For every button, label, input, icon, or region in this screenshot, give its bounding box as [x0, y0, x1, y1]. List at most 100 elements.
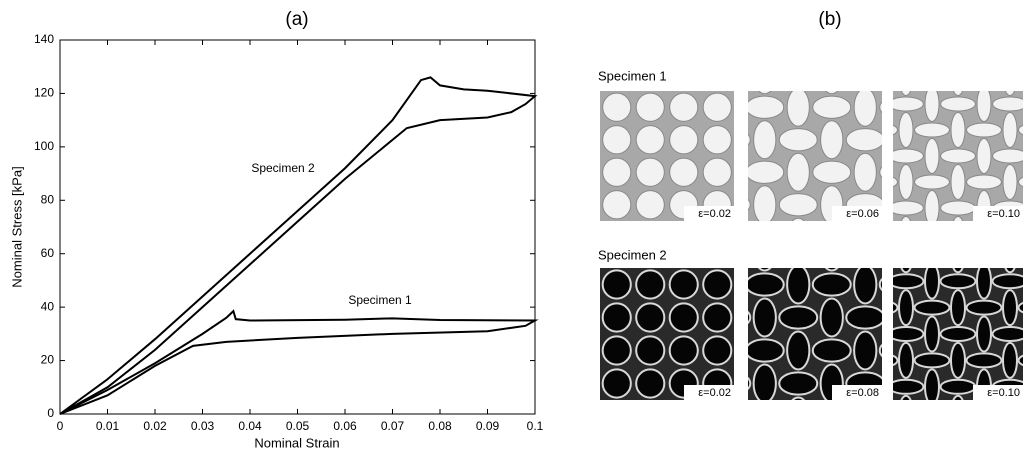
hole: [748, 133, 751, 146]
hole: [965, 352, 1003, 369]
hole: [635, 190, 665, 220]
hole: [779, 64, 817, 86]
hole: [737, 402, 765, 430]
hole: [893, 124, 898, 136]
hole: [879, 101, 882, 114]
hole: [737, 237, 765, 265]
hole: [967, 248, 1002, 262]
hole: [846, 240, 884, 262]
hole: [812, 160, 852, 184]
hole: [924, 190, 940, 221]
hole: [1019, 71, 1023, 85]
caption-bg: [684, 206, 734, 221]
hole: [602, 190, 632, 220]
chart-title: (a): [285, 9, 308, 30]
hole: [1017, 354, 1023, 367]
hole: [569, 369, 597, 397]
specimen-image: [893, 248, 1023, 400]
hole: [967, 227, 1002, 241]
hole: [967, 71, 1002, 85]
hole: [569, 270, 597, 298]
strain-caption: ε=0.08: [846, 387, 879, 399]
hole: [992, 96, 1023, 112]
strain-caption: ε=0.10: [987, 387, 1020, 399]
hole: [569, 93, 597, 121]
hole: [702, 125, 732, 155]
y-tick-label: 0: [47, 406, 54, 420]
hole: [878, 277, 882, 292]
hole: [913, 299, 951, 316]
hole: [748, 272, 785, 297]
hole: [712, 240, 750, 262]
hole: [753, 120, 777, 160]
hole: [863, 71, 898, 85]
hole: [893, 273, 925, 290]
hole: [703, 402, 731, 430]
hole: [976, 268, 992, 300]
specimen-image: [720, 64, 918, 256]
x-axis-label: Nominal Strain: [254, 435, 339, 450]
hole: [939, 378, 977, 395]
hole: [703, 61, 731, 89]
hole: [940, 96, 976, 112]
hole: [900, 268, 912, 274]
hole: [924, 138, 940, 174]
hole: [880, 226, 918, 248]
hole: [888, 233, 910, 271]
hole: [569, 158, 597, 186]
hole: [1002, 164, 1018, 200]
hole: [991, 273, 1023, 290]
hole: [602, 125, 632, 155]
y-tick-label: 60: [41, 246, 55, 260]
panel-title: (b): [818, 9, 841, 30]
x-tick-label: 0.02: [143, 419, 167, 433]
hole: [748, 160, 785, 184]
hole: [670, 223, 698, 251]
hole: [569, 61, 597, 89]
hole: [1002, 112, 1018, 148]
hole: [569, 191, 597, 219]
hole: [924, 91, 940, 122]
hole: [900, 394, 912, 400]
hole: [853, 152, 877, 192]
hole: [635, 92, 665, 122]
x-tick-label: 0.06: [333, 419, 357, 433]
hole: [976, 91, 992, 122]
x-tick-label: 0.03: [191, 419, 215, 433]
hole: [992, 148, 1023, 164]
row-label: Specimen 1: [598, 68, 667, 83]
hole: [702, 335, 733, 366]
hole: [670, 61, 698, 89]
hole: [893, 96, 924, 112]
x-tick-label: 0.1: [527, 419, 544, 433]
hole: [893, 354, 899, 367]
hole: [939, 273, 977, 290]
hole: [720, 218, 742, 256]
hole: [778, 193, 818, 217]
hole: [880, 405, 918, 427]
hole: [812, 95, 852, 119]
row-label: Specimen 2: [598, 247, 667, 262]
hole: [757, 268, 772, 272]
hole: [669, 157, 699, 187]
hole: [1019, 227, 1023, 241]
hole: [893, 326, 925, 342]
hole: [950, 112, 966, 148]
hole: [635, 302, 666, 333]
hole: [893, 148, 924, 164]
hole: [752, 297, 777, 338]
hole: [601, 335, 632, 366]
x-tick-label: 0.09: [476, 419, 500, 433]
plot-frame: [59, 39, 536, 415]
hole: [845, 305, 882, 330]
hole: [924, 268, 940, 300]
hole: [602, 92, 632, 122]
caption-bg: [973, 206, 1023, 221]
hole: [748, 198, 751, 211]
specimen-image: [569, 237, 765, 430]
hole: [813, 405, 851, 427]
hole: [603, 402, 631, 430]
x-tick-label: 0.08: [428, 419, 452, 433]
hole: [786, 152, 810, 192]
